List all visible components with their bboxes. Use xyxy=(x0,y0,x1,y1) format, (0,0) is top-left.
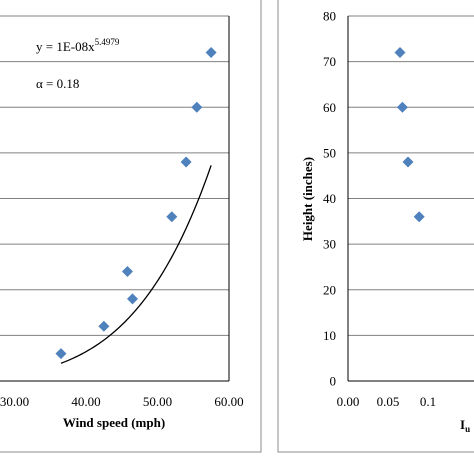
right-x-axis-title-main: I xyxy=(460,417,465,432)
trendline xyxy=(60,165,212,364)
data-point xyxy=(205,47,217,58)
data-point xyxy=(121,266,133,277)
data-point xyxy=(126,293,138,305)
left-x-tick-label: 30.00 xyxy=(0,394,29,409)
equation-exponent: 5.4979 xyxy=(95,37,120,47)
data-point xyxy=(394,47,406,58)
data-point xyxy=(166,211,178,223)
right-x-tick-label: 0.00 xyxy=(337,394,360,409)
left-x-tick-label: 60.00 xyxy=(214,394,243,409)
right-x-axis-title-sub: u xyxy=(465,424,470,434)
right-x-tick-label: 0.1 xyxy=(420,394,436,409)
right-x-tick-labels: 0.00 0.05 0.1 xyxy=(337,394,437,409)
right-chart: 0 10 20 30 40 50 60 70 80 0.00 0.05 0.1 Height (in… xyxy=(300,9,474,434)
left-x-axis-title: Wind speed (mph) xyxy=(63,415,165,430)
right-x-tick-label: 0.05 xyxy=(377,394,400,409)
right-y-tick-label: 50 xyxy=(323,145,336,160)
right-y-tick-label: 80 xyxy=(323,9,336,24)
right-y-tick-label: 70 xyxy=(323,54,336,69)
left-panel-border xyxy=(0,0,262,453)
data-point xyxy=(413,211,425,223)
equation-label: y = 1E-08x5.4979 xyxy=(36,37,120,54)
data-point xyxy=(180,156,192,168)
right-y-tick-labels: 0 10 20 30 40 50 60 70 80 xyxy=(323,9,336,389)
data-point xyxy=(55,348,67,360)
data-point xyxy=(396,101,408,113)
right-panel-border xyxy=(277,0,474,453)
right-series xyxy=(394,47,425,223)
alpha-label: α = 0.18 xyxy=(36,76,79,91)
data-point xyxy=(191,101,203,113)
left-x-tick-label: 50.00 xyxy=(143,394,172,409)
right-y-tick-label: 0 xyxy=(330,374,337,389)
right-y-tick-label: 40 xyxy=(323,191,336,206)
left-x-tick-label: 40.00 xyxy=(71,394,100,409)
right-y-tick-label: 60 xyxy=(323,100,336,115)
right-gridlines xyxy=(348,15,474,336)
right-y-tick-label: 30 xyxy=(323,237,336,252)
data-point xyxy=(402,156,414,168)
data-point xyxy=(98,320,110,332)
right-y-axis-title: Height (inches) xyxy=(300,157,315,241)
right-y-tick-label: 10 xyxy=(323,328,336,343)
right-y-tick-label: 20 xyxy=(323,282,336,297)
right-x-axis-title: Iu xyxy=(460,417,470,434)
left-series xyxy=(55,47,217,360)
left-gridlines xyxy=(0,15,229,336)
equation-main: y = 1E-08x xyxy=(36,39,95,54)
